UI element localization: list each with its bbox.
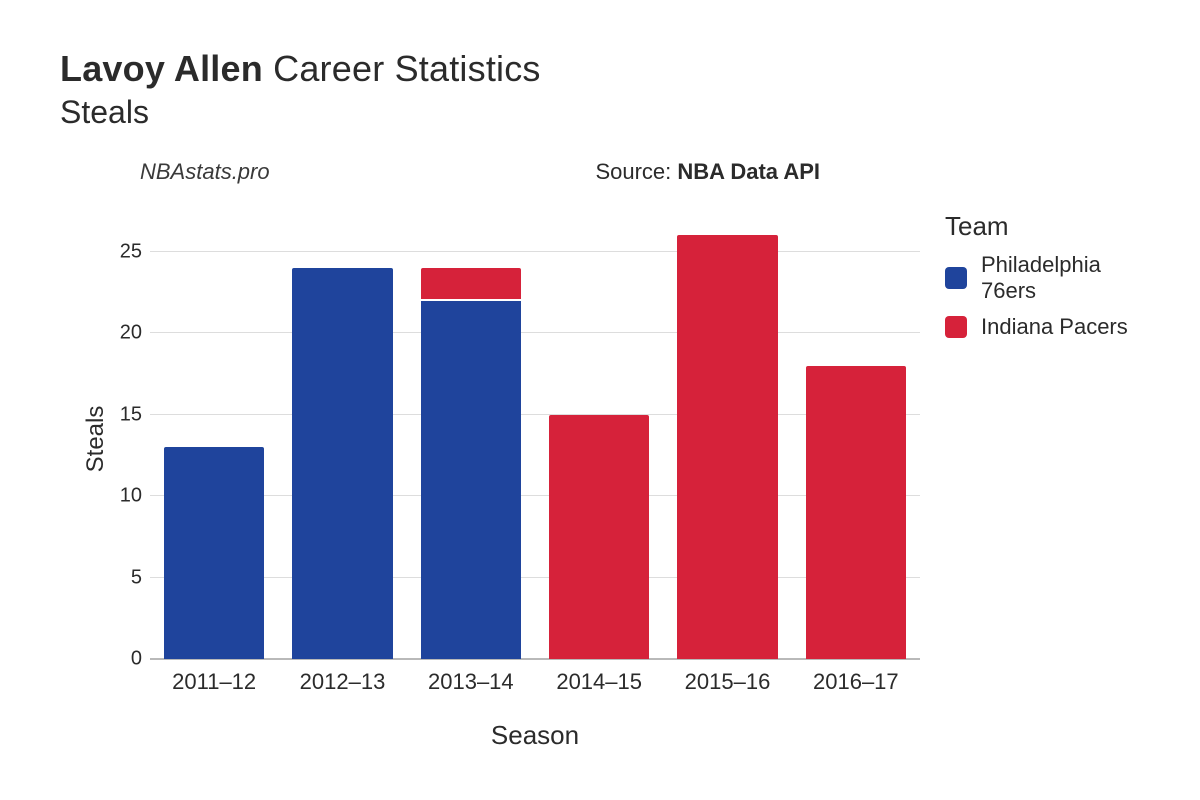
- subheader-row: NBAstats.pro Source: NBA Data API: [60, 159, 1140, 187]
- plot-area: 05101520252011–122012–132013–142014–1520…: [150, 219, 920, 659]
- x-tick-label: 2015–16: [657, 669, 797, 695]
- legend-label: Philadelphia 76ers: [981, 252, 1140, 304]
- bar-segment: [164, 447, 264, 659]
- bar-slot: 2013–14: [421, 219, 521, 659]
- source-label: Source:: [595, 159, 677, 184]
- y-tick-label: 0: [102, 648, 142, 671]
- bar-segment: [292, 268, 392, 659]
- bar-slot: 2014–15: [549, 219, 649, 659]
- y-tick-label: 10: [102, 485, 142, 508]
- y-tick-label: 15: [102, 403, 142, 426]
- title-player-name: Lavoy Allen: [60, 48, 263, 89]
- bar-segment: [677, 235, 777, 659]
- gridline: [150, 414, 920, 415]
- attribution-site: NBAstats.pro: [140, 159, 270, 185]
- bar-segment: [549, 415, 649, 659]
- bar-slot: 2011–12: [164, 219, 264, 659]
- title-suffix: Career Statistics: [263, 48, 541, 89]
- bar-segment: [421, 268, 521, 301]
- x-axis-label: Season: [491, 720, 579, 751]
- legend: Team Philadelphia 76ers Indiana Pacers: [945, 211, 1140, 350]
- gridline: [150, 332, 920, 333]
- bar-segment: [806, 366, 906, 659]
- bar-segment: [421, 300, 521, 659]
- y-tick-label: 25: [102, 240, 142, 263]
- y-tick-label: 20: [102, 322, 142, 345]
- source-value: NBA Data API: [677, 159, 820, 184]
- chart-container: Lavoy Allen Career Statistics Steals NBA…: [0, 0, 1200, 800]
- legend-title: Team: [945, 211, 1140, 242]
- bar-slot: 2015–16: [677, 219, 777, 659]
- x-tick-label: 2014–15: [529, 669, 669, 695]
- legend-item: Indiana Pacers: [945, 314, 1140, 340]
- attribution-source: Source: NBA Data API: [595, 159, 820, 185]
- legend-item: Philadelphia 76ers: [945, 252, 1140, 304]
- chart-subtitle: Steals: [60, 94, 1140, 131]
- x-axis-baseline: [150, 658, 920, 660]
- legend-swatch: [945, 316, 967, 338]
- title-block: Lavoy Allen Career Statistics Steals: [60, 48, 1140, 131]
- legend-label: Indiana Pacers: [981, 314, 1128, 340]
- bar-slot: 2012–13: [292, 219, 392, 659]
- bar-slot: 2016–17: [806, 219, 906, 659]
- chart-area: Steals 05101520252011–122012–132013–1420…: [60, 199, 1140, 759]
- gridline: [150, 495, 920, 496]
- x-tick-label: 2011–12: [144, 669, 284, 695]
- chart-title: Lavoy Allen Career Statistics: [60, 48, 1140, 90]
- x-tick-label: 2012–13: [272, 669, 412, 695]
- legend-swatch: [945, 267, 967, 289]
- x-tick-label: 2016–17: [786, 669, 926, 695]
- gridline: [150, 577, 920, 578]
- y-tick-label: 5: [102, 566, 142, 589]
- x-tick-label: 2013–14: [401, 669, 541, 695]
- gridline: [150, 251, 920, 252]
- segment-divider: [421, 299, 521, 301]
